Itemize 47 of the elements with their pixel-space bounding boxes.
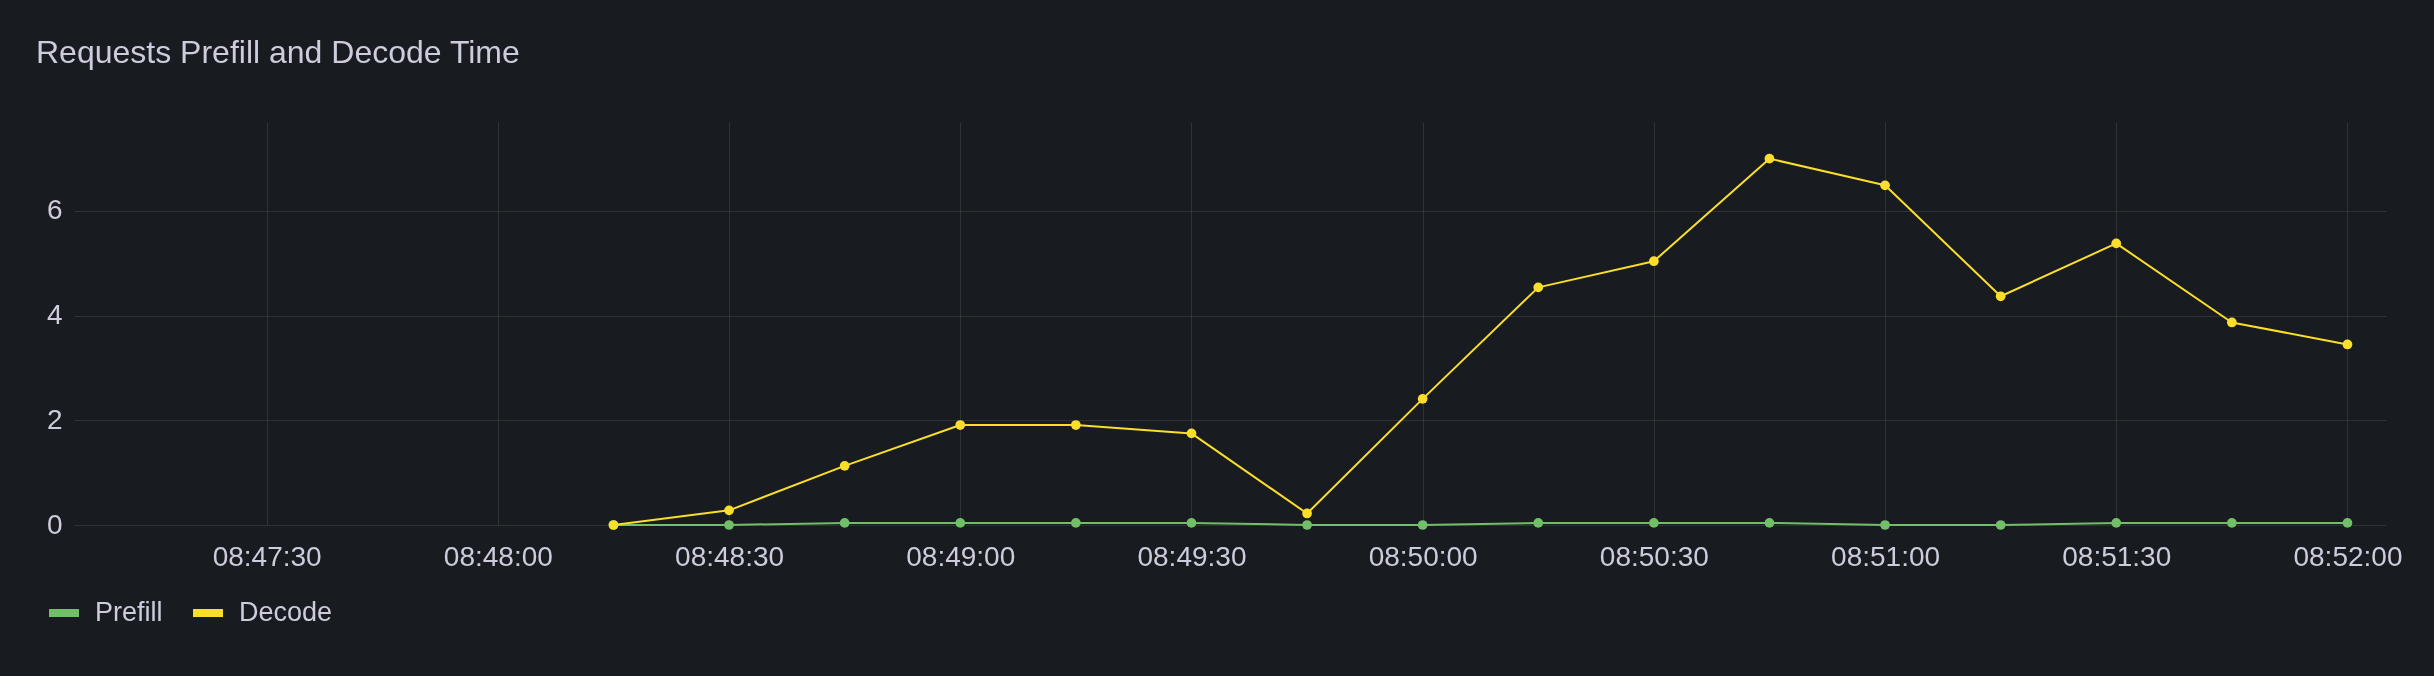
point [1186, 518, 1197, 528]
x-tick-label: 08:49:30 [1137, 540, 1247, 572]
x-tick-label: 08:51:00 [1831, 540, 1941, 572]
point [724, 505, 734, 516]
point [1533, 518, 1544, 528]
x-tick-label: 08:47:30 [212, 540, 322, 572]
point [1649, 256, 1659, 267]
point [1880, 520, 1890, 530]
point [2111, 238, 2122, 249]
point [955, 518, 966, 528]
point [2226, 317, 2237, 328]
legend-label: Decode [239, 597, 333, 627]
point [1417, 394, 1428, 404]
x-tick-label: 08:48:30 [675, 540, 785, 572]
point [1995, 291, 2006, 302]
point [1186, 428, 1197, 439]
x-tick-label: 08:48:00 [443, 540, 553, 572]
point [1995, 520, 2006, 530]
y-tick-label: 0 [46, 508, 63, 540]
point [724, 520, 734, 530]
x-tick-label: 08:52:00 [2293, 540, 2403, 572]
point [2111, 518, 2122, 528]
point [2342, 339, 2353, 350]
y-tick-label: 4 [46, 299, 63, 331]
chart-title: Requests Prefill and Decode Time [36, 34, 520, 70]
point [2342, 518, 2353, 528]
y-tick-label: 6 [46, 194, 63, 226]
point [1417, 520, 1428, 530]
point [1764, 518, 1775, 528]
legend-label: Prefill [95, 597, 163, 627]
point [1302, 508, 1312, 519]
point [955, 420, 966, 430]
point [839, 518, 850, 528]
point [1533, 282, 1544, 293]
x-tick-label: 08:51:30 [2062, 540, 2172, 572]
point [839, 461, 850, 471]
point [2226, 518, 2237, 528]
point [1880, 180, 1890, 191]
x-tick-label: 08:49:00 [906, 540, 1016, 572]
point [1070, 518, 1081, 528]
x-tick-label: 08:50:30 [1599, 540, 1709, 572]
point [1764, 153, 1775, 164]
y-tick-label: 2 [46, 403, 63, 435]
point [1302, 520, 1312, 530]
x-tick-label: 08:50:00 [1368, 540, 1478, 572]
point [1070, 420, 1081, 430]
point [1649, 518, 1659, 528]
